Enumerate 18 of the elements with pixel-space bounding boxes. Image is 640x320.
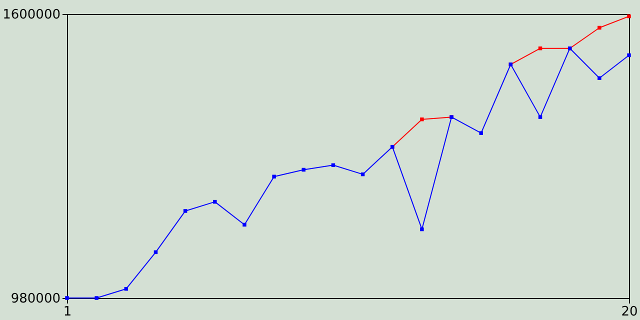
point — [94, 296, 98, 300]
x-tick-label: 1 — [63, 304, 72, 320]
x-tick-label: 20 — [621, 304, 638, 320]
point — [65, 296, 69, 300]
point — [420, 117, 424, 122]
point — [242, 222, 246, 227]
point — [598, 76, 602, 80]
point — [627, 14, 631, 18]
point — [538, 115, 542, 119]
point — [183, 209, 188, 213]
point — [272, 174, 276, 178]
point — [420, 227, 424, 232]
point — [627, 53, 631, 58]
point — [479, 131, 483, 135]
point — [213, 200, 217, 204]
y-tick-label: 1600000 — [2, 8, 60, 22]
y-tick-label: 980000 — [10, 292, 60, 306]
point — [598, 26, 602, 30]
